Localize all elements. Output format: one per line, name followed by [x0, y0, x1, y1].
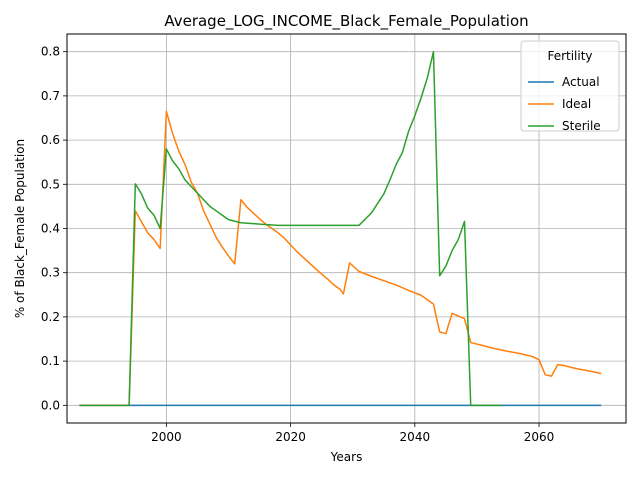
x-tick-label: 2020: [275, 430, 306, 444]
y-tick-label: 0.3: [41, 266, 60, 280]
legend-label-sterile: Sterile: [562, 119, 601, 133]
y-tick-label: 0.4: [41, 222, 60, 236]
axis-ticks: 2000 2020 2040 2060 0.0 0.1 0.2 0.3 0.4 0.5 0.6 0.7…: [41, 45, 554, 444]
y-tick-label: 0.2: [41, 310, 60, 324]
legend-title: Fertility: [547, 49, 592, 63]
legend-label-actual: Actual: [562, 75, 600, 89]
x-axis-label: Years: [330, 450, 363, 464]
y-tick-label: 0.8: [41, 45, 60, 59]
y-tick-label: 0.6: [41, 133, 60, 147]
x-tick-label: 2040: [400, 430, 431, 444]
legend-label-ideal: Ideal: [562, 97, 591, 111]
series-line-sterile: [79, 50, 502, 407]
y-axis-label: % of Black_Female Population: [13, 139, 27, 318]
y-tick-label: 0.7: [41, 89, 60, 103]
y-tick-label: 0.1: [41, 354, 60, 368]
x-tick-label: 2060: [524, 430, 555, 444]
series-lines: [79, 50, 602, 407]
chart-title: Average_LOG_INCOME_Black_Female_Populati…: [164, 12, 528, 31]
legend-items: Actual Ideal Sterile: [528, 75, 601, 133]
legend-box: [520, 40, 620, 132]
x-tick-label: 2000: [151, 430, 182, 444]
series-line-ideal: [79, 110, 602, 407]
legend: Fertility Actual Ideal Sterile: [520, 40, 620, 133]
y-tick-label: 0.0: [41, 398, 60, 412]
y-tick-label: 0.5: [41, 177, 60, 191]
